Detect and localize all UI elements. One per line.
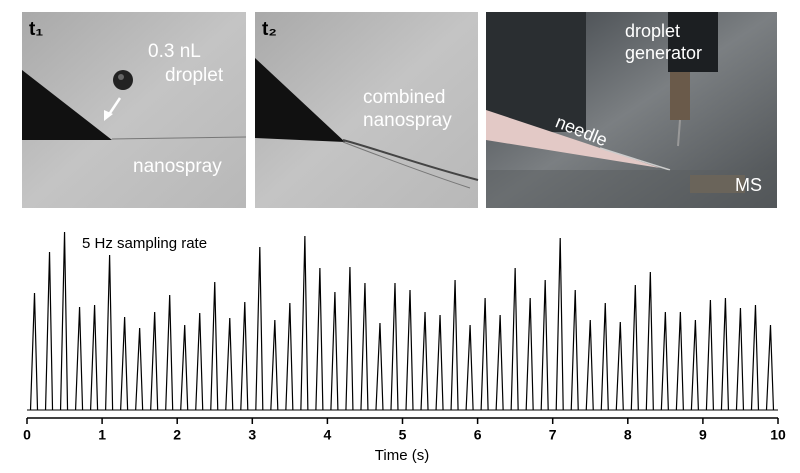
photo-label: generator [625,43,702,63]
peak [540,279,549,411]
peak [375,322,384,411]
time-label: t₁ [29,19,43,40]
peak [615,321,624,411]
peak [660,311,669,411]
peak [300,235,309,411]
peak [74,306,84,411]
peak [180,324,189,411]
x-tick-label: 10 [770,427,786,443]
peak [89,304,99,411]
photo-label: droplet [625,21,680,41]
peak [765,324,775,411]
peak [270,319,279,411]
photo-panel [255,12,479,208]
peak [480,297,489,411]
peak [585,319,594,411]
x-tick-label: 0 [23,427,31,443]
x-tick-label: 5 [399,427,407,443]
photo-panel [486,12,777,208]
time-label: t₂ [262,19,277,40]
peak [120,316,129,411]
peak [210,281,219,411]
peak [555,237,564,411]
peak [240,301,249,411]
peak [600,302,609,411]
photo-label: nanospray [133,156,222,177]
photo-label: combined [363,87,445,108]
peak [390,282,399,411]
peak [255,246,264,411]
peak [405,289,414,411]
peak [750,304,760,411]
peak [165,294,174,411]
peak [705,299,715,411]
x-tick-label: 3 [248,427,256,443]
photo-panel [22,12,247,208]
x-tick-label: 9 [699,427,707,443]
peak [29,292,39,411]
peak [495,314,504,411]
peak [195,312,204,411]
photo-label: MS [735,175,762,195]
peak [735,307,745,411]
photo-label: droplet [165,65,224,86]
peak [720,297,730,411]
peak [330,291,339,411]
peak [525,297,534,411]
x-tick-label: 1 [98,427,106,443]
peak [570,289,579,411]
photo-label: nanospray [363,110,452,131]
annotation: 5 Hz sampling rate [82,235,207,252]
peak [225,317,234,411]
peak [135,327,144,411]
x-tick-label: 8 [624,427,632,443]
peak [150,311,159,411]
peak [285,302,294,411]
peak [645,271,654,411]
x-tick-label: 4 [324,427,332,443]
peak [675,311,684,411]
peak [630,284,639,411]
x-tick-label: 2 [173,427,181,443]
peak [345,266,354,411]
peak [59,231,69,411]
photo-label: 0.3 nL [148,41,201,62]
peak [315,267,324,411]
x-axis-label: Time (s) [375,447,429,464]
peak [360,282,369,411]
x-tick-label: 7 [549,427,557,443]
peak [420,311,429,411]
x-tick-label: 6 [474,427,482,443]
peak [105,254,114,411]
peak [465,324,474,411]
peak [510,267,519,411]
peak [690,319,699,411]
peak [44,251,54,411]
peak [450,279,459,411]
peak [435,314,444,411]
